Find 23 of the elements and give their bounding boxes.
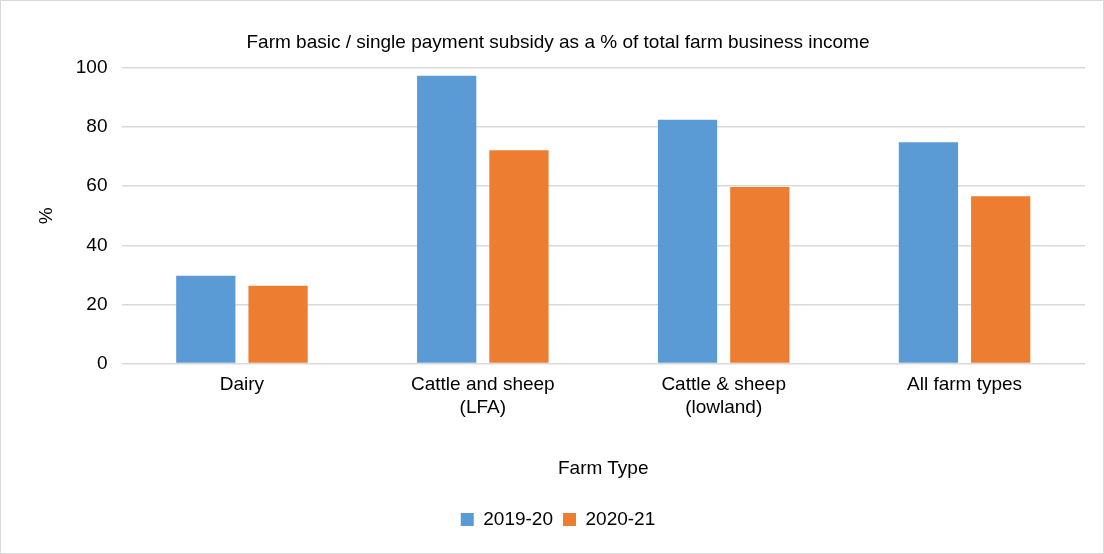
x-tick-label: Cattle and sheep (LFA) xyxy=(410,373,555,418)
y-tick-label: 20 xyxy=(86,292,108,314)
y-axis-title: % xyxy=(34,207,56,225)
chart-title: Farm basic / single payment subsidy as a % of total farm business income xyxy=(246,30,870,52)
bar xyxy=(248,285,308,363)
y-tick-label: 60 xyxy=(86,174,108,196)
x-axis-title: Farm Type xyxy=(558,456,649,478)
x-tick-label: Cattle & sheep (lowland) xyxy=(661,373,787,418)
bar xyxy=(489,150,549,363)
x-tick-label: Dairy xyxy=(219,373,265,395)
y-tick-label: 40 xyxy=(86,233,108,255)
legend-label: 2020-21 xyxy=(585,507,656,529)
bar xyxy=(971,196,1031,363)
bar xyxy=(176,275,236,363)
bar xyxy=(657,119,718,363)
bar xyxy=(898,142,959,363)
bar xyxy=(730,187,790,363)
y-tick-label: 0 xyxy=(96,351,108,373)
y-tick-label: 80 xyxy=(86,115,108,137)
x-tick-label: All farm types xyxy=(907,373,1023,395)
y-tick-label: 100 xyxy=(75,56,108,78)
legend-label: 2019-20 xyxy=(483,507,554,529)
bar xyxy=(417,75,477,363)
